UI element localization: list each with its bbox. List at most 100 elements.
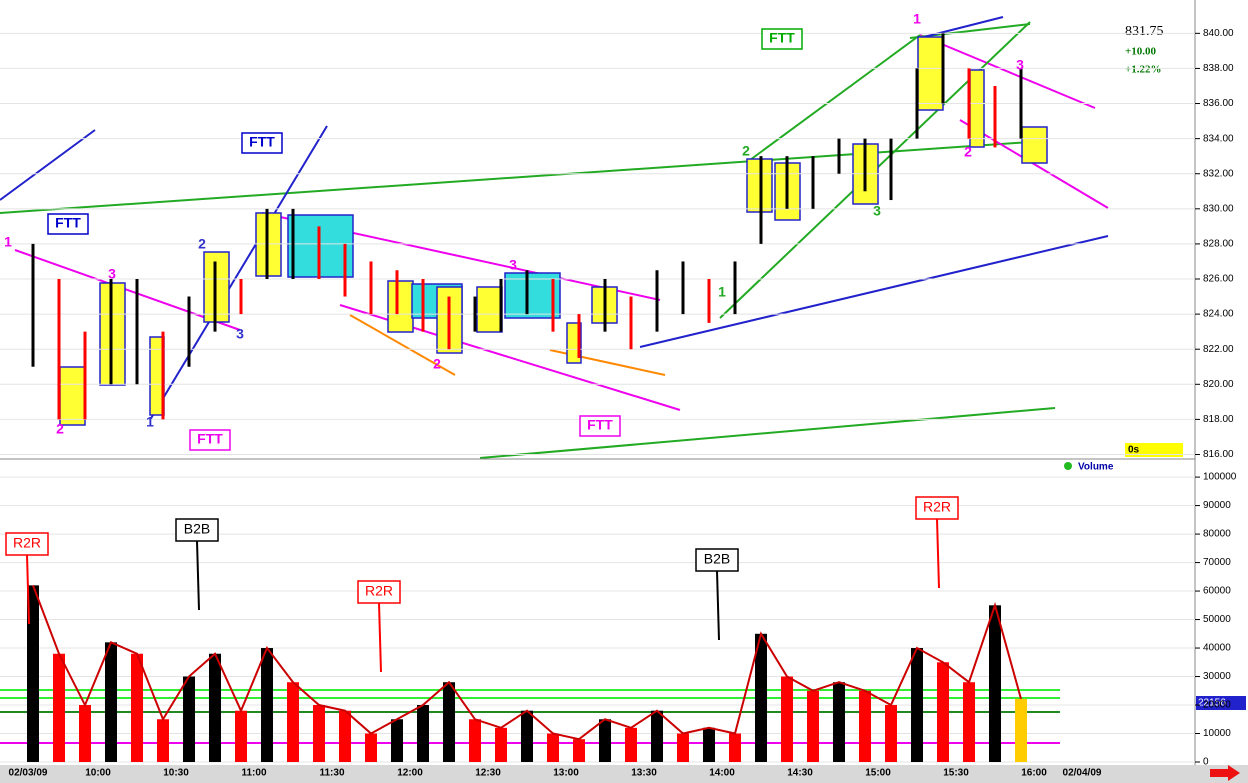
y-tick-label: 818.00 bbox=[1203, 414, 1234, 425]
y-tick-label: 832.00 bbox=[1203, 168, 1234, 179]
volume-bar bbox=[885, 705, 897, 762]
volume-bar bbox=[937, 662, 949, 762]
volume-bar bbox=[833, 682, 845, 762]
scroll-arrow[interactable] bbox=[1210, 765, 1240, 781]
volume-bar bbox=[235, 710, 247, 762]
y-tick-label: 830.00 bbox=[1203, 203, 1234, 214]
volume-bar bbox=[625, 727, 637, 762]
x-tick-label: 14:30 bbox=[787, 768, 813, 779]
x-tick-label: 15:30 bbox=[943, 768, 969, 779]
volume-bar bbox=[807, 690, 819, 762]
annotation: 2 bbox=[742, 143, 750, 159]
x-tick-label: 13:00 bbox=[553, 768, 579, 779]
volume-bar bbox=[495, 727, 507, 762]
volume-bar bbox=[443, 682, 455, 762]
annotation: R2R bbox=[13, 535, 41, 551]
volume-bar bbox=[677, 733, 689, 762]
y-tick-label: 0 bbox=[1203, 757, 1209, 768]
volume-bar bbox=[365, 733, 377, 762]
price-change-pct: +1.22% bbox=[1125, 64, 1162, 76]
annotation: FTT bbox=[587, 417, 613, 433]
volume-bar bbox=[703, 727, 715, 762]
timer-box bbox=[1125, 443, 1183, 457]
volume-bar bbox=[521, 710, 533, 762]
annotation: 2 bbox=[433, 356, 441, 372]
y-tick-label: 100000 bbox=[1203, 472, 1237, 483]
volume-bar bbox=[729, 733, 741, 762]
y-tick-label: 816.00 bbox=[1203, 449, 1234, 460]
volume-legend-marker bbox=[1064, 462, 1072, 470]
annotation: R2R bbox=[923, 499, 951, 515]
volume-bar bbox=[781, 676, 793, 762]
x-tick-label: 10:30 bbox=[163, 768, 189, 779]
volume-bar bbox=[105, 642, 117, 762]
annotation-box bbox=[189, 429, 231, 451]
annotation: R2R bbox=[365, 583, 393, 599]
timer: 0s bbox=[1128, 445, 1140, 456]
y-tick-label: 836.00 bbox=[1203, 98, 1234, 109]
x-tick-label: 02/04/09 bbox=[1063, 768, 1102, 779]
y-tick-label: 840.00 bbox=[1203, 28, 1234, 39]
last-price: 831.75 bbox=[1125, 24, 1164, 39]
annotation: 2 bbox=[198, 236, 206, 252]
volume-bar bbox=[313, 705, 325, 762]
annotation-arrow bbox=[196, 540, 200, 611]
volume-bar bbox=[547, 733, 559, 762]
annotation-arrow bbox=[26, 554, 30, 625]
annotation: FTT bbox=[249, 134, 275, 150]
y-tick-label: 80000 bbox=[1203, 529, 1231, 540]
annotation: 3 bbox=[1016, 57, 1024, 73]
annotation: 1 bbox=[913, 11, 921, 27]
volume-bar bbox=[651, 710, 663, 762]
y-tick-label: 90000 bbox=[1203, 500, 1231, 511]
volume-bar bbox=[989, 605, 1001, 762]
annotation: FTT bbox=[197, 431, 223, 447]
annotation: 2 bbox=[964, 144, 972, 160]
y-tick-label: 50000 bbox=[1203, 614, 1231, 625]
annotation-box bbox=[761, 28, 803, 50]
x-tick-label: 12:00 bbox=[397, 768, 423, 779]
x-tick-label: 13:30 bbox=[631, 768, 657, 779]
annotation: 3 bbox=[509, 257, 517, 273]
x-tick-label: 10:00 bbox=[85, 768, 111, 779]
volume-bar bbox=[911, 648, 923, 762]
annotation: 2 bbox=[56, 421, 64, 437]
annotation-arrow bbox=[936, 518, 940, 589]
annotation: 3 bbox=[873, 203, 881, 219]
y-tick-label: 822.00 bbox=[1203, 344, 1234, 355]
y-tick-label: 30000 bbox=[1203, 671, 1231, 682]
volume-bar bbox=[755, 633, 767, 762]
last-volume-label: 22156 bbox=[1198, 698, 1226, 709]
x-tick-label: 14:00 bbox=[709, 768, 735, 779]
trend-lines bbox=[0, 16, 1109, 459]
volume-title: Volume bbox=[1078, 462, 1114, 473]
annotation: FTT bbox=[55, 215, 81, 231]
volume-bar bbox=[1015, 698, 1027, 762]
volume-bar bbox=[53, 653, 65, 762]
y-tick-label: 824.00 bbox=[1203, 309, 1234, 320]
annotation-arrow bbox=[716, 570, 720, 641]
last-volume-box bbox=[1196, 696, 1246, 710]
volume-bar bbox=[131, 653, 143, 762]
y-tick-label: 834.00 bbox=[1203, 133, 1234, 144]
annotation: 1 bbox=[4, 234, 12, 250]
x-tick-label: 11:00 bbox=[241, 768, 266, 779]
volume-bar bbox=[963, 682, 975, 762]
x-tick-label: 11:30 bbox=[319, 768, 344, 779]
volume-bar bbox=[599, 719, 611, 762]
annotation: 1 bbox=[718, 284, 726, 300]
annotation: B2B bbox=[704, 551, 730, 567]
x-tick-label: 02/03/09 bbox=[9, 768, 48, 779]
annotation: 3 bbox=[236, 326, 244, 342]
volume-bar bbox=[157, 719, 169, 762]
volume-bar bbox=[339, 710, 351, 762]
volume-bar bbox=[261, 648, 273, 762]
y-tick-label: 60000 bbox=[1203, 586, 1231, 597]
annotation-box bbox=[47, 213, 89, 235]
y-tick-label: 40000 bbox=[1203, 643, 1231, 654]
y-tick-label: 828.00 bbox=[1203, 239, 1234, 250]
volume-bar bbox=[183, 676, 195, 762]
y-tick-label: 70000 bbox=[1203, 557, 1231, 568]
